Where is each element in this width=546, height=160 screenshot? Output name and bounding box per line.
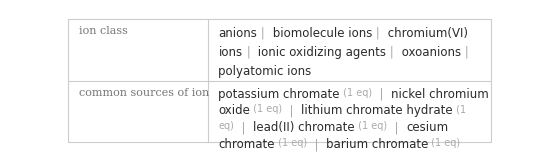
Text: ionic oxidizing agents: ionic oxidizing agents [254, 46, 386, 59]
Text: (1: (1 [453, 104, 466, 114]
Text: anions: anions [218, 27, 257, 40]
Text: cesium: cesium [406, 121, 448, 134]
Text: nickel chromium: nickel chromium [391, 88, 489, 101]
Text: |: | [234, 121, 253, 134]
Text: eq): eq) [218, 121, 234, 131]
Text: (1 eq): (1 eq) [340, 88, 372, 98]
Text: potassium chromate: potassium chromate [218, 88, 340, 101]
Text: lithium chromate hydrate: lithium chromate hydrate [301, 104, 453, 117]
Text: |: | [461, 46, 472, 59]
Text: barium chromate: barium chromate [326, 138, 429, 151]
Text: (1 eq): (1 eq) [251, 104, 282, 114]
Text: ions: ions [218, 46, 242, 59]
Text: chromium(VI): chromium(VI) [384, 27, 468, 40]
Text: lead(II) chromate: lead(II) chromate [253, 121, 355, 134]
Text: |: | [282, 104, 301, 117]
Text: (1 eq): (1 eq) [355, 121, 387, 131]
Text: |: | [372, 88, 391, 101]
Text: |: | [307, 138, 326, 151]
Text: oxide: oxide [218, 104, 251, 117]
Text: |: | [257, 27, 269, 40]
Text: (1 eq): (1 eq) [275, 138, 307, 148]
Text: |: | [387, 121, 406, 134]
Text: oxoanions: oxoanions [397, 46, 461, 59]
Text: biomolecule ions: biomolecule ions [269, 27, 372, 40]
Text: |: | [372, 27, 384, 40]
Text: polyatomic ions: polyatomic ions [218, 65, 312, 78]
Text: chromate: chromate [218, 138, 275, 151]
Text: ion class: ion class [79, 26, 128, 36]
Text: |: | [242, 46, 254, 59]
Text: (1 eq): (1 eq) [429, 138, 461, 148]
Text: common sources of ion: common sources of ion [79, 88, 210, 98]
Text: |: | [386, 46, 397, 59]
